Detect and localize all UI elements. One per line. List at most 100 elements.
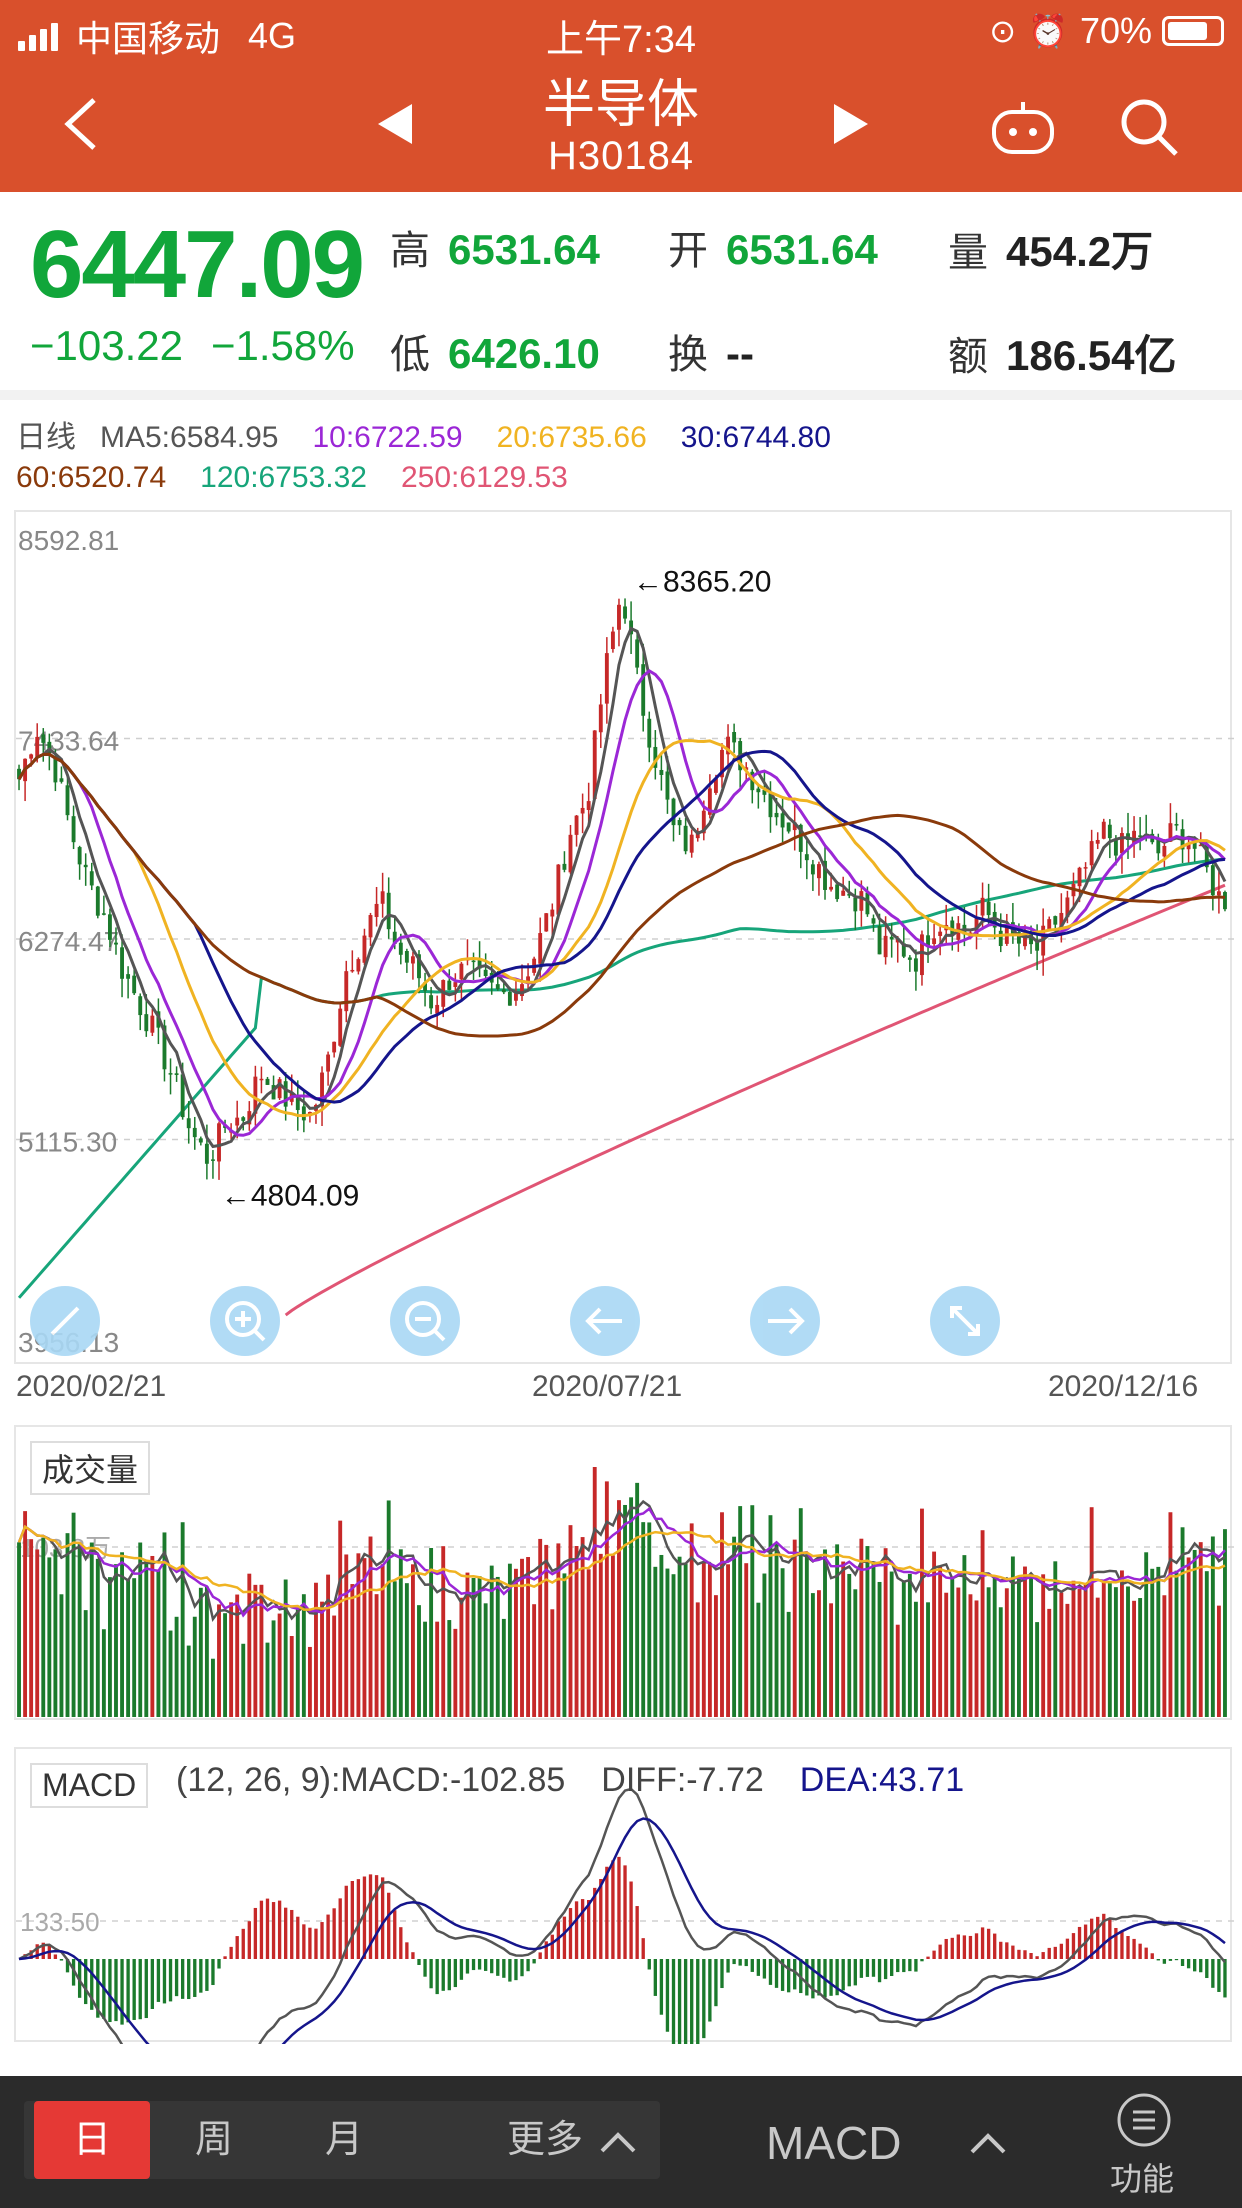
status-bar: 中国移动 4G 上午7:34 ⊙ ⏰ 70%: [0, 0, 1242, 62]
scroll-right-button[interactable]: [750, 1286, 820, 1356]
volume-bar: [107, 1577, 112, 1717]
zoom-out-button[interactable]: [390, 1286, 460, 1356]
volume-bar: [65, 1533, 70, 1717]
volume-bar: [695, 1602, 700, 1717]
alarm-icon: ⏰: [1028, 13, 1068, 49]
period-month-tab[interactable]: 月: [324, 2119, 363, 2161]
period-week-tab[interactable]: 周: [194, 2119, 233, 2161]
chevron-up-icon[interactable]: [600, 2129, 636, 2153]
volume-bar: [998, 1607, 1003, 1717]
volume-bar: [253, 1584, 258, 1717]
indicator-chevron-up-icon[interactable]: [970, 2130, 1006, 2154]
volume-bar: [180, 1522, 185, 1717]
candle-body: [398, 942, 403, 955]
ma20-legend: 20:6735.66: [496, 421, 647, 454]
candle-body: [1023, 933, 1027, 947]
volume-bar: [1150, 1568, 1155, 1717]
volume-bar: [1198, 1542, 1203, 1717]
kline-chart[interactable]: 8592.817433.646274.475115.303956.13←8365…: [14, 510, 1234, 1364]
volume-bar: [380, 1564, 385, 1717]
arrow-left-icon: [585, 1307, 622, 1335]
candle-body: [447, 980, 452, 990]
volume-bar: [889, 1571, 894, 1717]
volume-bar: [986, 1587, 991, 1717]
volume-bar: [71, 1512, 76, 1717]
volume-bar: [1053, 1561, 1058, 1717]
volume-bar: [907, 1573, 912, 1717]
candle-body: [610, 631, 615, 650]
volume-bar: [150, 1555, 155, 1717]
volume-bar: [362, 1558, 367, 1717]
candle-body: [871, 918, 876, 924]
function-label[interactable]: 功能: [1110, 2161, 1175, 2197]
zoom-in-button[interactable]: [210, 1286, 280, 1356]
candle-body: [1077, 867, 1082, 887]
battery-icon: [1162, 16, 1224, 46]
candle-body: [295, 1097, 300, 1111]
ma120-legend: 120:6753.32: [200, 461, 367, 494]
volume-bar: [780, 1568, 785, 1717]
page-title: 半导体: [542, 76, 699, 134]
back-chevron-icon[interactable]: [60, 96, 100, 152]
amount-field: 额 186.54亿: [948, 322, 1176, 383]
volume-bar: [598, 1553, 603, 1717]
volume-bar: [507, 1563, 512, 1717]
candle-body: [162, 1025, 167, 1070]
next-stock-triangle-right-icon[interactable]: [834, 104, 868, 144]
volume-bar: [1023, 1566, 1027, 1717]
volume-bar: [132, 1578, 137, 1717]
volume-label[interactable]: 成交量: [30, 1441, 151, 1495]
candle-body: [756, 788, 761, 793]
volume-label: 量: [948, 231, 988, 275]
volume-bar: [204, 1586, 209, 1717]
volume-bar: [168, 1630, 173, 1717]
scroll-left-button[interactable]: [570, 1286, 640, 1356]
candle-body: [1107, 824, 1112, 839]
candle-body: [144, 1014, 149, 1032]
volume-bar: [835, 1544, 840, 1717]
volume-bar: [720, 1512, 724, 1717]
bottom-toolbar: 日 周 月 更多 MACD 功能: [0, 2076, 1242, 2208]
volume-bar: [768, 1515, 773, 1717]
volume-bar: [277, 1613, 282, 1717]
fullscreen-button[interactable]: [930, 1286, 1000, 1356]
volume-bar: [241, 1643, 246, 1717]
period-day-tab[interactable]: 日: [34, 2101, 150, 2179]
volume-bar: [514, 1568, 518, 1717]
candle-body: [71, 816, 76, 843]
ma20-line: [17, 739, 1226, 1118]
volume-bar: [635, 1482, 640, 1717]
prev-stock-triangle-left-icon[interactable]: [378, 104, 412, 144]
indicator-button[interactable]: MACD: [766, 2117, 902, 2169]
volume-bar: [314, 1582, 318, 1717]
volume-bar: [853, 1589, 858, 1717]
ma120-line: [17, 857, 1226, 1299]
vol-ma20-line: [17, 1524, 1226, 1611]
volume-bar: [604, 1481, 609, 1717]
draw-tool-button[interactable]: [30, 1286, 100, 1356]
volume-bar: [217, 1604, 221, 1717]
candle-body: [556, 864, 561, 915]
menu-icon[interactable]: [1116, 2092, 1172, 2148]
candle-body: [780, 813, 785, 828]
date-mid: 2020/07/21: [532, 1370, 683, 1403]
volume-bar: [1083, 1584, 1088, 1717]
macd-label[interactable]: MACD: [30, 1763, 149, 1808]
volume-bar: [368, 1536, 373, 1717]
candle-body: [483, 969, 488, 976]
volume-bar: [829, 1603, 834, 1717]
volume-bar: [665, 1568, 670, 1717]
volume-bar: [138, 1542, 143, 1717]
low-label: 低: [390, 333, 430, 377]
candle-body: [198, 1138, 203, 1143]
volume-bar: [1095, 1597, 1100, 1717]
volume-bar: [417, 1605, 421, 1717]
robot-icon[interactable]: [990, 100, 1056, 156]
volume-bar: [871, 1563, 876, 1717]
volume-bar: [847, 1573, 852, 1717]
volume-chart[interactable]: 103.8万 成交量: [14, 1425, 1234, 1720]
macd-chart[interactable]: 133.50 MACD (12, 26, 9):MACD:-102.85 DIFF…: [14, 1747, 1234, 2044]
volume-bar: [562, 1573, 567, 1717]
search-icon[interactable]: [1118, 96, 1180, 158]
more-periods-button[interactable]: 更多: [506, 2119, 583, 2161]
